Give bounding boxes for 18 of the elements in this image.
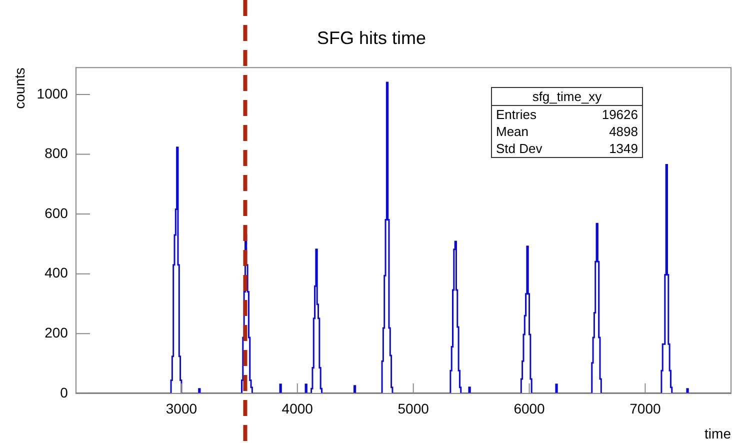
chart-title: SFG hits time bbox=[316, 28, 426, 48]
annotation: sfg_time_xy bbox=[492, 88, 642, 106]
y-tick-label: 1000 bbox=[36, 85, 68, 102]
y-axis-title: counts bbox=[11, 68, 28, 109]
x-axis-title: time bbox=[704, 425, 732, 442]
text: Mean 4898 bbox=[496, 124, 638, 139]
y-tick-label: 0 bbox=[60, 384, 68, 400]
y-tick-label: 600 bbox=[44, 204, 68, 221]
x-tick-label: 4000 bbox=[282, 400, 314, 417]
x-tick-label: 6000 bbox=[514, 400, 546, 417]
x-tick-label: 5000 bbox=[398, 400, 430, 417]
text: Std Dev 1349 bbox=[496, 141, 638, 156]
x-tick-label: 3000 bbox=[166, 400, 198, 417]
y-tick-label: 400 bbox=[44, 264, 68, 281]
x-tick-label: 7000 bbox=[630, 400, 661, 417]
text: Entries 19626 bbox=[496, 107, 638, 122]
y-tick-label: 800 bbox=[44, 145, 68, 162]
y-tick-label: 200 bbox=[44, 324, 68, 340]
